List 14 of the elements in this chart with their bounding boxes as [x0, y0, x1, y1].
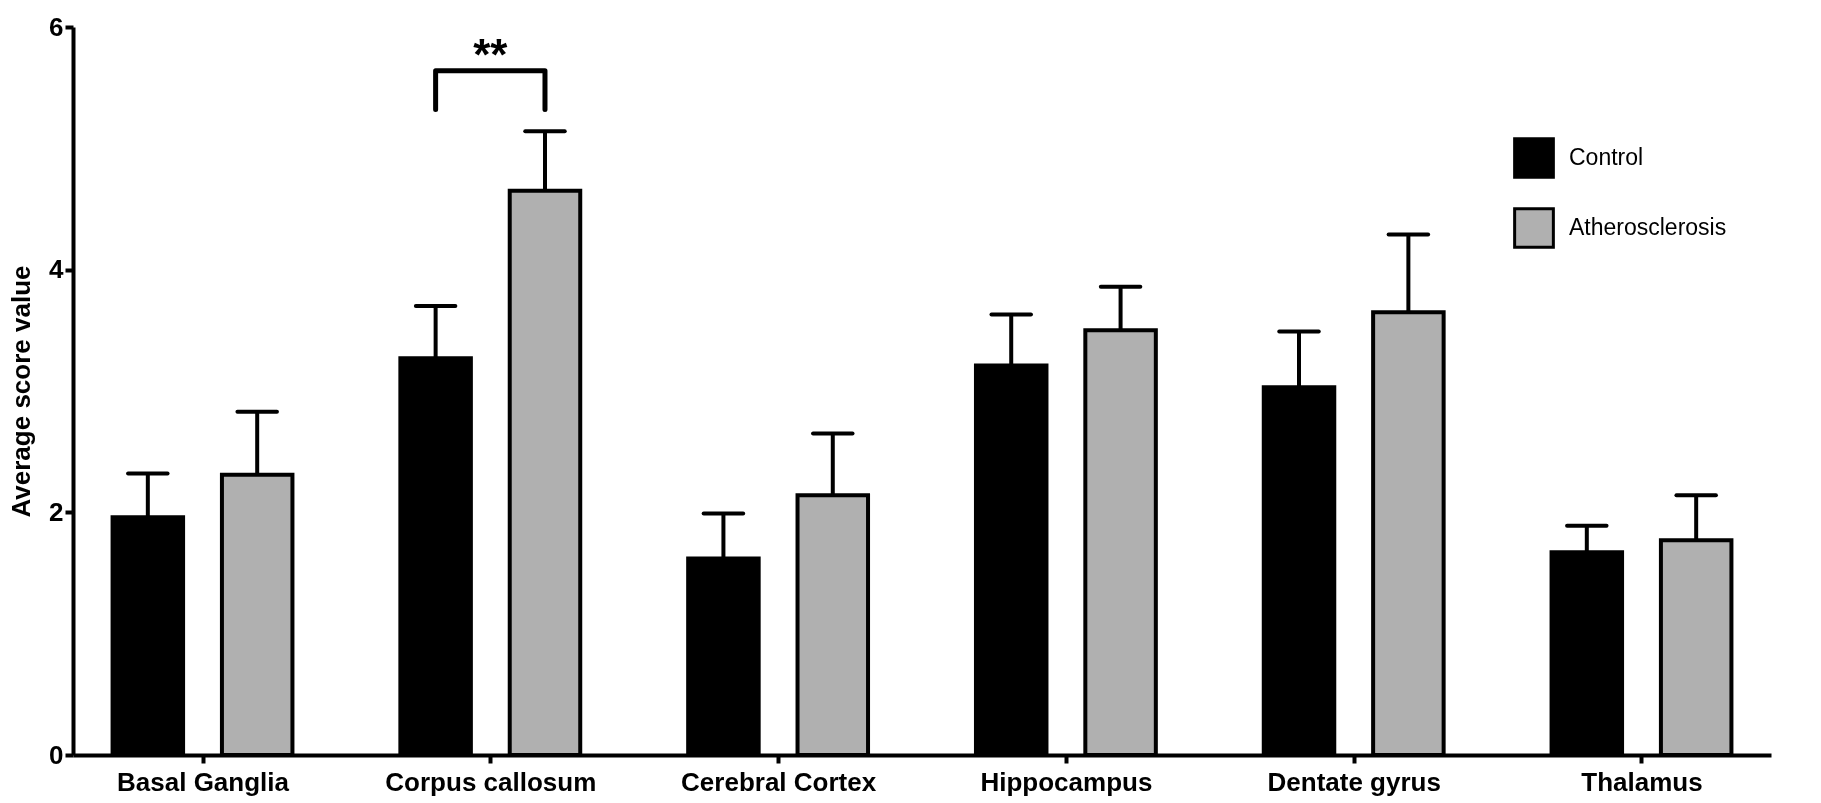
- x-tick-label: Thalamus: [1581, 766, 1703, 797]
- x-tick-label: Dentate gyrus: [1267, 766, 1441, 797]
- y-axis-title: Average score value: [6, 265, 37, 518]
- x-tick-label: Hippocampus: [980, 766, 1153, 797]
- legend-label: Atherosclerosis: [1569, 214, 1727, 240]
- annotation: **: [473, 29, 509, 79]
- legend-label: Control: [1569, 144, 1644, 170]
- x-tick-label: Basal Ganglia: [117, 766, 290, 797]
- y-tick-label: 2: [49, 496, 64, 527]
- x-tick-label: Corpus callosum: [385, 766, 597, 797]
- y-tick-label: 6: [49, 11, 64, 42]
- y-tick-label: 4: [49, 254, 65, 285]
- x-tick-label: Cerebral Cortex: [681, 766, 877, 797]
- y-tick-label: 0: [49, 739, 64, 770]
